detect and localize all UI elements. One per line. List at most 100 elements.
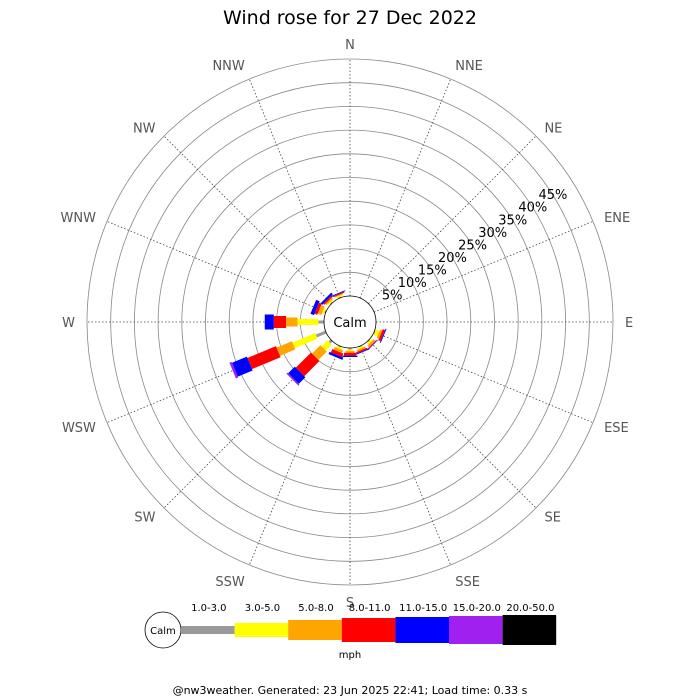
- grid-spoke: [368, 340, 537, 509]
- ring-label: 40%: [518, 201, 547, 216]
- wind-bar-ssw-3: [330, 348, 344, 358]
- legend-swatch-1: [234, 623, 289, 637]
- grid-spoke: [359, 345, 452, 566]
- wind-bar-w-0: [318, 320, 324, 324]
- legend-label-4: 11.0-15.0: [399, 603, 447, 614]
- direction-label-ne: NE: [544, 122, 562, 137]
- direction-label-sw: SW: [134, 510, 155, 525]
- wind-bar-nnw-2: [334, 293, 344, 298]
- wind-bar-nw-4: [320, 292, 333, 305]
- calm-label: Calm: [333, 316, 366, 331]
- direction-label-ssw: SSW: [215, 575, 245, 590]
- wind-bar-nw-0: [329, 301, 333, 305]
- grid-spoke: [163, 135, 332, 304]
- direction-label-sse: SSE: [455, 575, 480, 590]
- wind-bar-wsw-1: [292, 333, 318, 349]
- ring-label: 20%: [438, 251, 467, 266]
- units-label: mph: [339, 650, 361, 661]
- direction-label-n: N: [345, 38, 355, 53]
- wind-bar-wsw-4: [232, 356, 253, 377]
- ring-label: 5%: [382, 289, 403, 304]
- wind-bar-wnw-1: [321, 308, 326, 315]
- wind-bar-se-2: [367, 339, 376, 348]
- wind-bar-se-0: [367, 339, 371, 343]
- direction-label-wsw: WSW: [62, 421, 96, 436]
- grid-ring: [181, 153, 519, 491]
- wind-bar-sw-5: [286, 372, 300, 386]
- wind-bar-w-4: [264, 314, 274, 330]
- direction-label-w: W: [62, 316, 75, 331]
- grid-spoke: [373, 331, 594, 424]
- direction-label-s: S: [346, 596, 354, 611]
- wind-bar-nnw-4: [331, 290, 346, 297]
- grid-spoke: [248, 345, 341, 566]
- wind-bars: [229, 290, 387, 386]
- legend-label-2: 5.0-8.0: [298, 603, 333, 614]
- ring-label: 30%: [478, 226, 507, 241]
- grid-ring: [86, 58, 614, 586]
- wind-bar-s-1: [347, 349, 353, 351]
- grid-spoke: [248, 78, 341, 299]
- grid-ring: [205, 177, 495, 467]
- wind-bar-ese-3: [378, 329, 386, 342]
- wind-bar-ese-1: [373, 329, 380, 337]
- wind-bar-sw-0: [328, 339, 333, 344]
- direction-label-se: SE: [544, 510, 560, 525]
- legend-swatch-3: [341, 618, 396, 642]
- wind-bar-wsw-2: [276, 341, 296, 356]
- wind-bar-w-3: [273, 316, 287, 328]
- direction-label-e: E: [625, 316, 633, 331]
- wind-bar-sse-4: [355, 348, 370, 356]
- legend-swatch-4: [395, 617, 449, 643]
- wind-bar-nnw-1: [336, 294, 343, 299]
- direction-label-ese: ESE: [604, 421, 629, 436]
- wind-bar-s-3: [344, 352, 356, 356]
- wind-bar-s-4: [342, 355, 358, 358]
- wind-bar-ssw-2: [333, 346, 344, 353]
- wind-bar-w-1: [297, 319, 319, 325]
- wind-bar-wnw-3: [314, 302, 322, 315]
- wind-bar-wsw-5: [229, 361, 239, 379]
- direction-label-nne: NNE: [455, 59, 483, 74]
- wind-bar-sse-2: [356, 346, 366, 352]
- legend-swatch-2: [288, 620, 342, 640]
- wind-bar-s-2: [345, 350, 355, 353]
- wind-bar-w-2: [286, 317, 298, 327]
- ring-label: 45%: [538, 188, 567, 203]
- grid-spoke: [359, 78, 452, 299]
- legend-swatch-0: [181, 626, 235, 634]
- wind-bar-sw-4: [288, 366, 306, 384]
- wind-bar-sse-1: [357, 345, 364, 350]
- ring-label: 35%: [498, 213, 527, 228]
- wind-bar-ese-2: [376, 329, 383, 339]
- wind-bar-se-1: [366, 338, 373, 345]
- wind-bar-sw-3: [295, 352, 320, 377]
- wind-bar-sse-3: [356, 347, 368, 354]
- direction-label-ene: ENE: [604, 211, 630, 226]
- calm-center: Calm: [323, 295, 377, 349]
- ring-label: 15%: [418, 264, 447, 279]
- wind-bar-sw-1: [321, 340, 332, 351]
- legend-label-3: 8.0-11.0: [349, 603, 391, 614]
- ring-label: 10%: [398, 276, 427, 291]
- wind-bar-ssw-4: [328, 351, 344, 360]
- legend-swatch-6: [502, 615, 557, 645]
- chart-title: Wind rose for 27 Dec 2022: [223, 7, 477, 29]
- wind-bar-wnw-0: [324, 310, 327, 314]
- wind-bar-nw-2: [325, 297, 334, 306]
- legend-label-0: 1.0-3.0: [191, 603, 226, 614]
- footer: @nw3weather. Generated: 23 Jun 2025 22:4…: [173, 684, 528, 697]
- wind-bar-nw-1: [327, 299, 334, 306]
- legend-label-5: 15.0-20.0: [453, 603, 501, 614]
- wind-bar-wsw-3: [247, 346, 281, 370]
- wind-bar-se-4: [367, 339, 379, 351]
- polar-grid: [86, 58, 614, 586]
- calm-circle: [323, 295, 377, 349]
- wind-bar-nw-3: [323, 295, 333, 305]
- legend-calm-label: Calm: [150, 626, 176, 637]
- direction-label-nw: NW: [133, 122, 156, 137]
- grid-spoke: [373, 220, 594, 313]
- grid-spoke: [106, 220, 327, 313]
- legend: Calm 1.0-3.0 3.0-5.0 5.0-8.0 8.0-11.0 11.0-15…: [144, 603, 557, 649]
